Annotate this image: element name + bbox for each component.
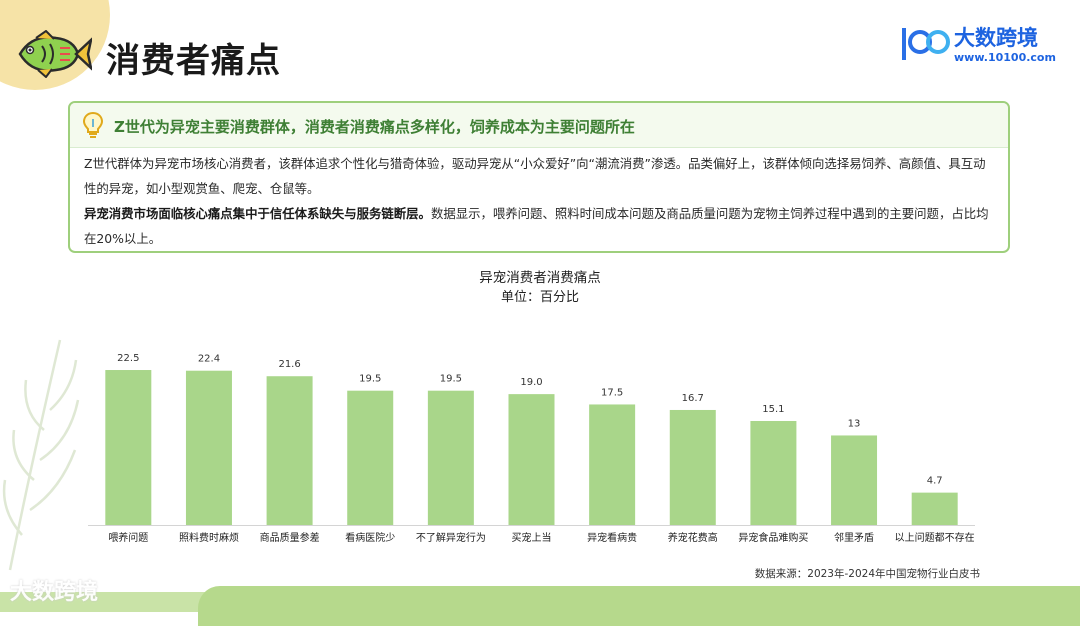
bar <box>105 370 152 525</box>
x-tick-label: 邻里矛盾 <box>834 531 874 544</box>
bar <box>427 390 474 525</box>
brand-name: 大数跨境 <box>954 26 1038 50</box>
bar-chart: 22.5 喂养问题 22.4 照料费时麻烦 21.6 商品质量参差 19.5 看病医院少 19.… <box>88 353 975 544</box>
brand-logo[interactable]: 大数跨境 www.10100.com <box>896 20 1056 70</box>
summary-paragraph: 异宠消费市场面临核心痛点集中于信任体系缺失与服务链断层。数据显示，喂养问题、照料… <box>84 201 996 251</box>
leaf-decoration <box>2 339 80 571</box>
summary-headline: Z世代为异宠主要消费群体，消费者消费痛点多样化，饲养成本为主要问题所在 <box>114 118 635 136</box>
chart-title: 异宠消费者消费痛点 <box>479 270 601 286</box>
summary-key-point: 异宠消费市场面临核心痛点集中于信任体系缺失与服务链断层。 <box>84 206 431 221</box>
brand-mark-icon <box>902 28 950 60</box>
x-tick-label: 商品质量参差 <box>260 531 320 544</box>
summary-detail: 数据显示，喂养问题、照料时间成本问题及商品质量问题为宠物主饲养过程中遇到的主要问… <box>84 206 989 246</box>
data-label: 4.7 <box>927 476 943 487</box>
bar <box>911 492 958 525</box>
bar <box>508 394 555 525</box>
x-tick-label: 以上问题都不存在 <box>895 531 975 544</box>
watermark: 大数跨境 <box>10 580 99 605</box>
bar <box>347 390 394 525</box>
x-tick-label: 照料费时麻烦 <box>179 531 239 544</box>
data-label: 19.0 <box>520 377 542 388</box>
data-label: 17.5 <box>601 387 623 398</box>
bar <box>831 435 878 525</box>
source-note: 数据来源：2023年-2024年中国宠物行业白皮书 <box>754 568 980 580</box>
summary-card: Z世代为异宠主要消费群体，消费者消费痛点多样化，饲养成本为主要问题所在 Z世代群… <box>68 101 1010 253</box>
footer-band <box>0 592 240 612</box>
summary-body: Z世代群体为异宠市场核心消费者，该群体追求个性化与猎奇体验，驱动异宠从“小众爱好… <box>84 151 996 251</box>
summary-header: Z世代为异宠主要消费群体，消费者消费痛点多样化，饲养成本为主要问题所在 <box>70 103 1008 148</box>
page-title: 消费者痛点 <box>106 41 281 81</box>
x-tick-label: 喂养问题 <box>108 531 148 544</box>
chart-subtitle: 单位：百分比 <box>500 290 579 305</box>
x-tick-label: 看病医院少 <box>345 531 395 544</box>
data-label: 19.5 <box>440 374 462 385</box>
bar <box>750 420 797 525</box>
data-label: 15.1 <box>762 404 784 415</box>
x-tick-label: 不了解异宠行为 <box>416 531 486 544</box>
brand-url[interactable]: www.10100.com <box>954 51 1056 64</box>
x-tick-label: 买宠上当 <box>512 531 552 544</box>
x-tick-label: 异宠看病贵 <box>587 531 637 544</box>
bar <box>589 404 636 525</box>
footer-band <box>198 586 1080 626</box>
data-label: 21.6 <box>278 359 300 370</box>
data-label: 22.4 <box>198 354 220 365</box>
data-label: 16.7 <box>682 393 704 404</box>
bar <box>669 409 716 525</box>
bar <box>185 370 232 525</box>
data-label: 22.5 <box>117 353 139 364</box>
x-tick-label: 异宠食品难购买 <box>738 531 808 544</box>
x-tick-label: 养宠花费高 <box>668 531 718 544</box>
fish-icon <box>18 30 92 78</box>
lightbulb-icon <box>82 111 104 138</box>
data-label: 19.5 <box>359 374 381 385</box>
bar <box>266 376 313 525</box>
summary-paragraph: Z世代群体为异宠市场核心消费者，该群体追求个性化与猎奇体验，驱动异宠从“小众爱好… <box>84 156 986 196</box>
data-label: 13 <box>848 418 861 429</box>
